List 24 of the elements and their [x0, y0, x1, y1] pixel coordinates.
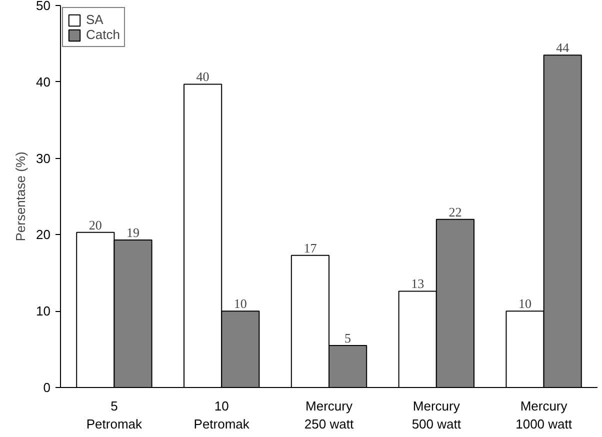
y-tick-label: 10: [36, 304, 51, 319]
data-label: 10: [234, 296, 247, 312]
data-label: 19: [126, 225, 140, 240]
data-label: 13: [411, 276, 424, 292]
x-tick-label: 10 Petromak: [194, 398, 250, 432]
x-tick-label: Mercury 250 watt: [304, 398, 354, 432]
data-label: 40: [196, 69, 210, 84]
data-label: 22: [448, 204, 462, 220]
y-tick-label: 40: [36, 74, 51, 90]
x-tick-label: 5 Petromak: [86, 398, 143, 432]
data-label: 17: [304, 240, 318, 256]
legend-label: Catch: [86, 27, 120, 42]
data-label: 5: [344, 330, 352, 346]
x-tick-label: Mercury 1000 watt: [516, 398, 572, 432]
y-tick-label: 50: [36, 0, 51, 13]
y-axis-title: Persentase (%): [13, 152, 28, 242]
x-tick-label: Mercury 500 watt: [412, 398, 462, 432]
y-tick-label: 0: [43, 380, 51, 395]
data-label: 44: [556, 40, 570, 56]
data-label: 10: [518, 296, 532, 312]
y-tick-label: 20: [36, 227, 51, 242]
legend-label: SA: [86, 12, 104, 27]
data-label: 20: [88, 217, 102, 232]
y-tick-label: 30: [36, 150, 51, 166]
